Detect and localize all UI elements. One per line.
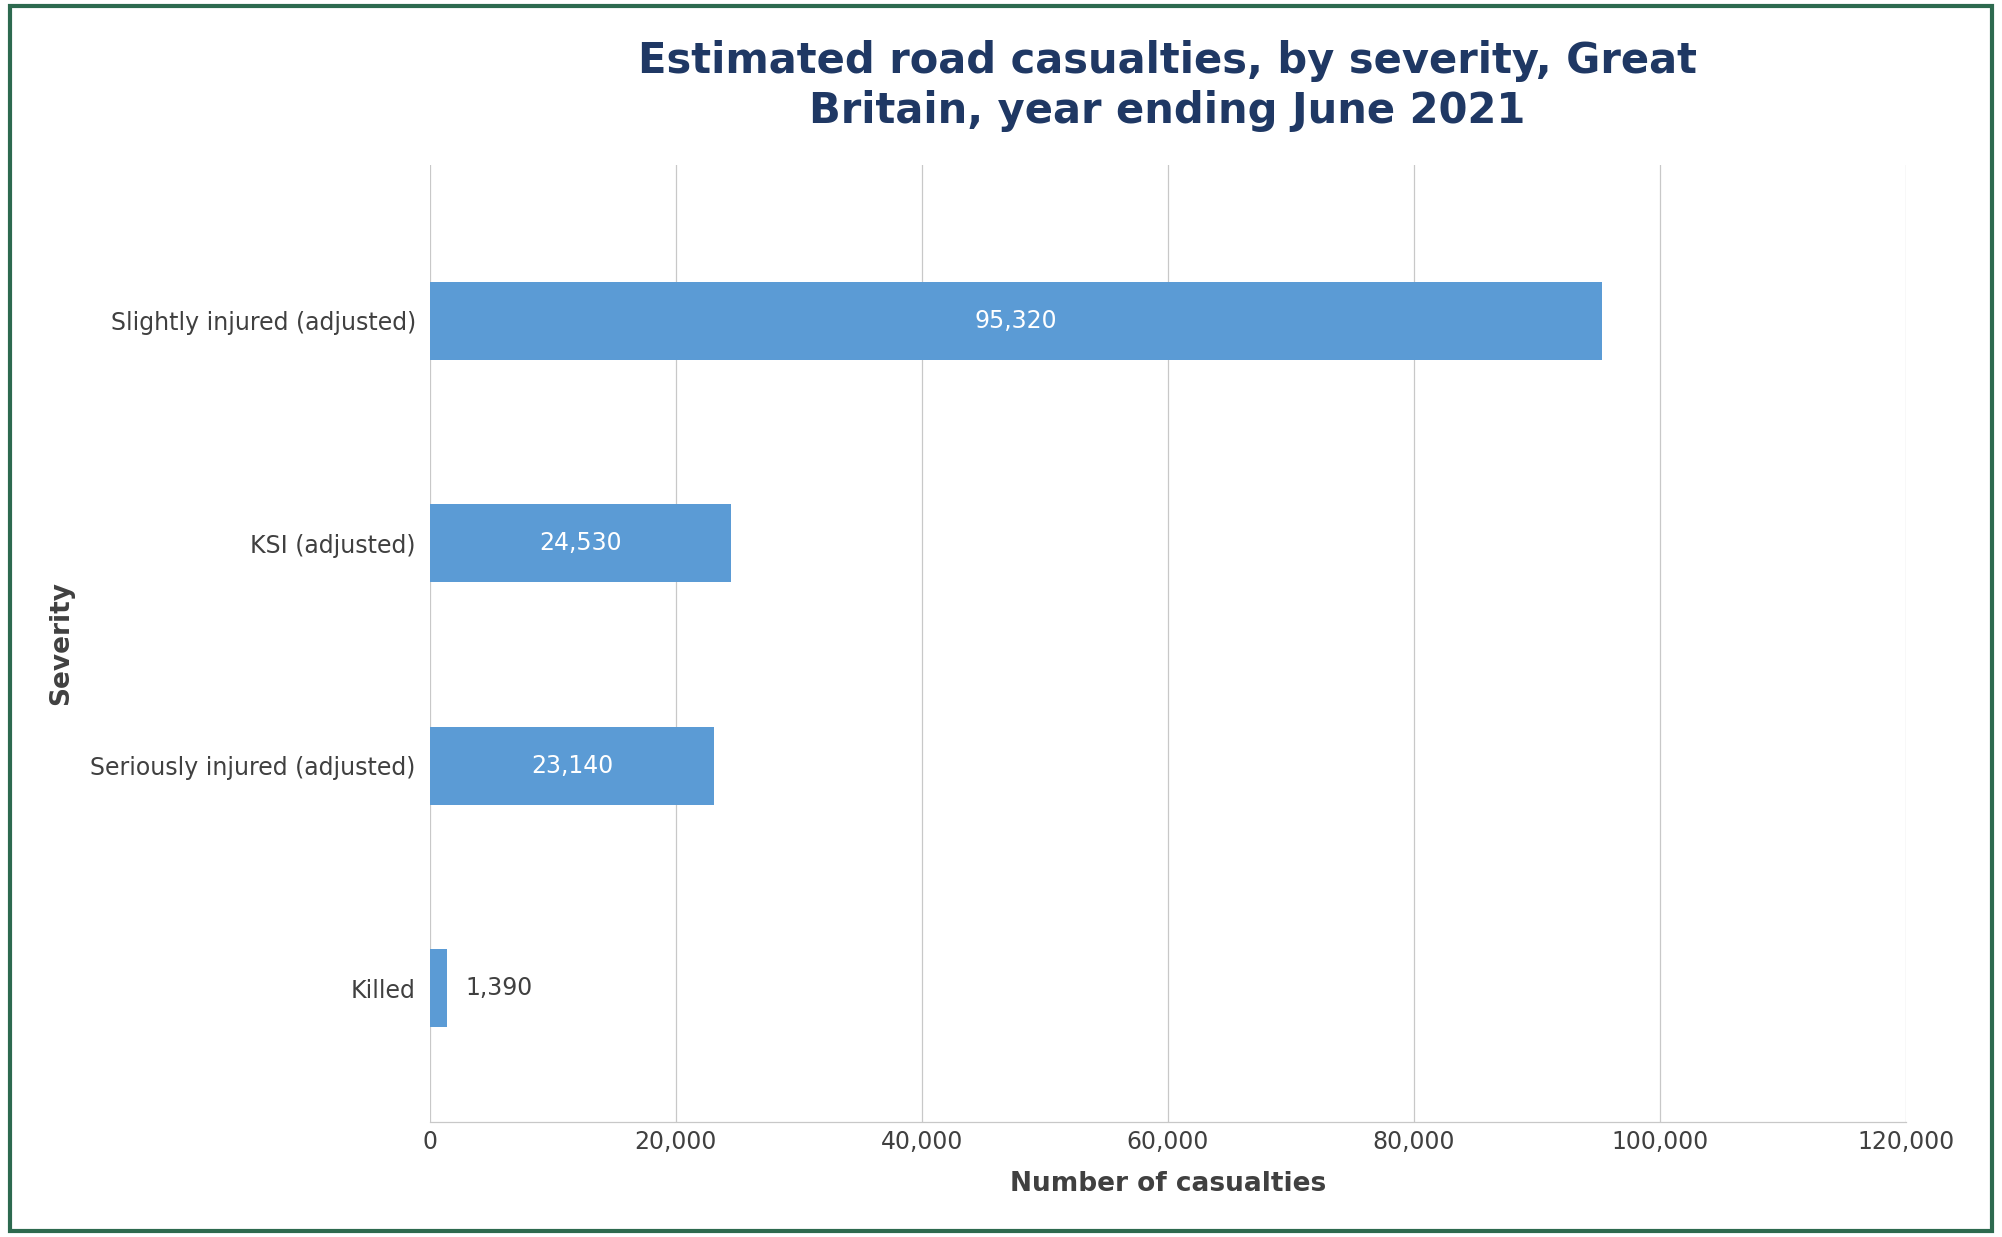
Text: 23,140: 23,140: [531, 753, 613, 778]
Bar: [430, 950, 446, 1027]
Bar: [430, 505, 731, 583]
Text: 24,530: 24,530: [539, 532, 623, 555]
X-axis label: Number of casualties: Number of casualties: [1009, 1171, 1325, 1197]
Title: Estimated road casualties, by severity, Great
Britain, year ending June 2021: Estimated road casualties, by severity, …: [639, 40, 1698, 132]
Text: 1,390: 1,390: [464, 976, 533, 1001]
Text: 95,320: 95,320: [975, 309, 1057, 333]
Bar: [430, 282, 1602, 360]
Y-axis label: Severity: Severity: [48, 581, 74, 705]
Bar: [430, 727, 715, 805]
